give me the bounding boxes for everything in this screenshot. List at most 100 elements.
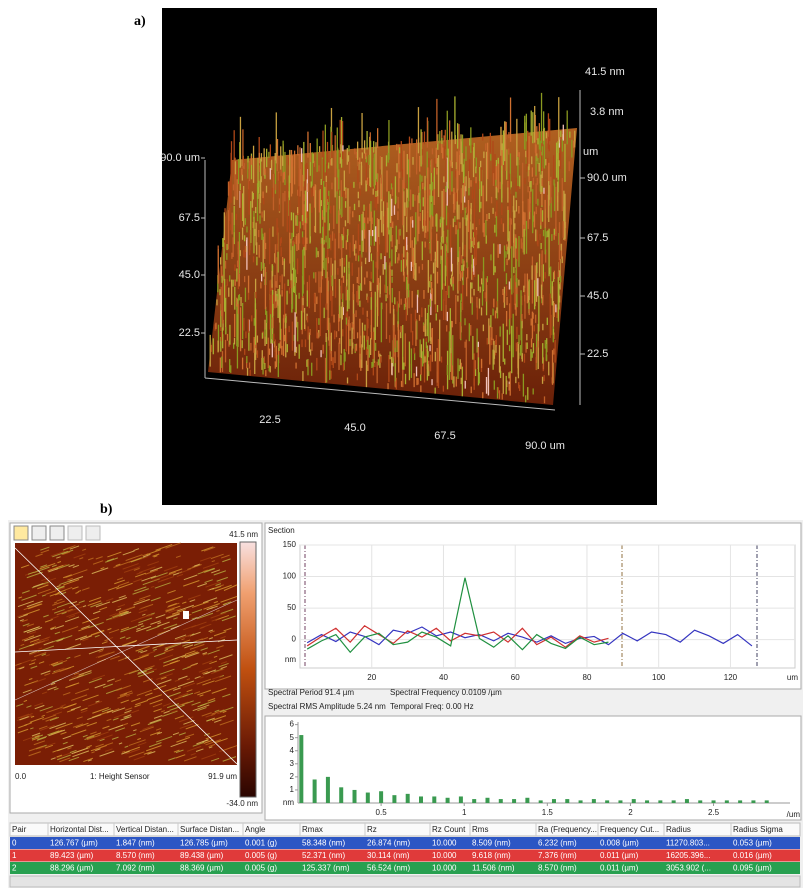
height-streak — [147, 561, 160, 566]
height-streak — [91, 567, 109, 575]
height-streak — [163, 623, 178, 630]
height-streak — [72, 586, 79, 590]
height-streak — [137, 741, 147, 746]
height-streak — [189, 643, 205, 650]
height-streak — [62, 735, 72, 740]
height-streak — [99, 731, 109, 736]
height-streak — [33, 566, 50, 573]
height-streak — [178, 568, 192, 574]
height-streak — [207, 698, 216, 702]
height-streak — [20, 643, 25, 647]
height-streak — [174, 715, 185, 720]
height-streak — [147, 719, 162, 726]
height-streak — [17, 600, 34, 608]
height-streak — [191, 616, 198, 620]
height-streak — [209, 587, 215, 591]
height-streak — [19, 619, 24, 622]
table-row — [10, 837, 800, 849]
spectrum-bar — [312, 779, 317, 803]
height-streak — [201, 670, 209, 674]
height-streak — [76, 716, 83, 720]
height-streak — [105, 598, 114, 602]
height-streak — [53, 601, 58, 604]
height-streak — [18, 596, 23, 599]
height-streak — [40, 564, 48, 568]
height-streak — [183, 574, 198, 581]
height-streak — [87, 600, 102, 607]
height-streak — [176, 573, 184, 577]
tool-icon[interactable] — [13, 525, 29, 541]
height-streak — [28, 745, 43, 752]
height-streak — [156, 673, 173, 680]
height-streak — [138, 617, 153, 624]
height-streak — [124, 709, 132, 714]
spectrum-bar — [365, 792, 370, 803]
height-streak — [202, 562, 219, 569]
scrollbar[interactable] — [9, 875, 801, 888]
spectrum-bar — [405, 793, 410, 803]
height-streak — [31, 737, 40, 741]
right-axis-label: 67.5 — [587, 232, 608, 244]
x-tick-label: 1.5 — [542, 808, 554, 817]
table-row — [10, 849, 800, 862]
tool-icon[interactable] — [85, 525, 101, 541]
height-streak — [107, 585, 120, 591]
height-streak — [95, 652, 110, 659]
height-streak — [67, 606, 84, 613]
scale-max: 41.5 nm — [229, 530, 258, 539]
y-tick-label: 5 — [290, 733, 295, 742]
height-streak — [222, 558, 231, 563]
height-streak — [112, 611, 129, 619]
height-streak — [78, 626, 89, 632]
height-streak — [204, 579, 213, 584]
height-streak — [155, 728, 162, 731]
height-streak — [177, 701, 189, 707]
tool-icon[interactable] — [31, 525, 47, 541]
tool-icon[interactable] — [49, 525, 65, 541]
height-streak — [138, 670, 155, 678]
height-streak — [124, 745, 129, 748]
height-streak — [184, 634, 193, 638]
y-tick-label: 3 — [290, 759, 295, 768]
height-streak — [166, 703, 180, 709]
height-streak — [50, 550, 66, 557]
y-unit: nm — [283, 798, 294, 807]
height-streak — [113, 561, 130, 568]
height-streak — [86, 722, 98, 727]
height-streak — [174, 679, 180, 682]
height-streak — [205, 733, 222, 740]
height-streak — [223, 584, 238, 591]
height-streak — [189, 631, 201, 637]
height-streak — [63, 703, 76, 709]
table-cell: 6.232 (nm) — [538, 839, 577, 848]
height-streak — [82, 616, 100, 624]
height-streak — [52, 608, 57, 611]
height-streak — [29, 638, 40, 643]
tool-icon[interactable] — [67, 525, 83, 541]
left-axis-label: 90.0 um — [160, 152, 200, 164]
height-streak — [138, 650, 156, 658]
profile — [306, 624, 609, 648]
table-cell: 56.524 (nm) — [367, 864, 410, 873]
left-axis-label: 67.5 — [179, 212, 200, 224]
height-streak — [128, 557, 142, 563]
height-streak — [52, 668, 67, 675]
height-streak — [211, 709, 225, 715]
height-streak — [153, 708, 162, 713]
height-streak — [134, 586, 147, 592]
height-streak — [30, 727, 34, 730]
height-streak — [46, 706, 64, 714]
height-streak — [120, 625, 138, 633]
height-streak — [17, 614, 24, 618]
spectrum-bar — [578, 800, 583, 803]
height-streak — [82, 694, 99, 702]
table-cell: 89.438 (µm) — [180, 851, 224, 860]
table-cell: 0.016 (µm) — [733, 851, 772, 860]
column-header: Angle — [245, 825, 266, 834]
height-streak — [167, 602, 180, 608]
height-streak — [75, 591, 79, 594]
spectrum-bar — [551, 799, 556, 803]
table-row — [10, 862, 800, 874]
height-streak — [143, 668, 157, 674]
height-streak — [56, 556, 61, 559]
